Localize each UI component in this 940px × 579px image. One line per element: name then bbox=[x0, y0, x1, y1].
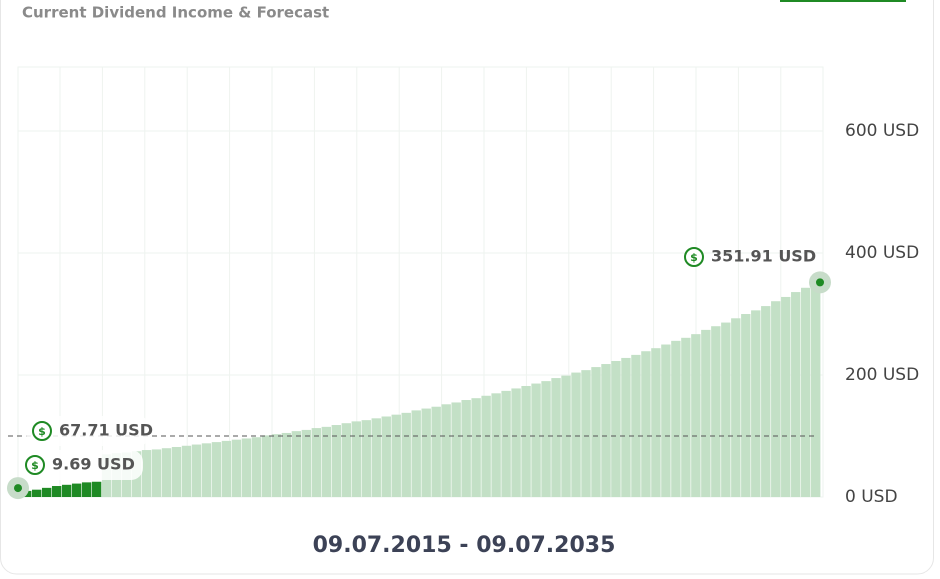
annotation-label: 351.91 USD bbox=[711, 247, 816, 266]
y-tick-label: 0 USD bbox=[845, 487, 898, 507]
bar bbox=[481, 395, 491, 497]
bar bbox=[191, 444, 202, 497]
bar bbox=[521, 385, 531, 497]
end-marker bbox=[816, 278, 824, 287]
bar bbox=[301, 429, 312, 497]
annotation-box bbox=[19, 450, 143, 480]
y-tick-label: 600 USD bbox=[845, 121, 919, 141]
dollar-sign: $ bbox=[690, 251, 698, 264]
bar bbox=[431, 406, 441, 497]
start-marker bbox=[14, 484, 22, 493]
dollar-icon bbox=[25, 455, 45, 475]
bar bbox=[571, 372, 581, 497]
bar bbox=[661, 344, 671, 497]
annotation-box bbox=[26, 416, 150, 446]
y-tick-label: 200 USD bbox=[845, 365, 919, 385]
bar bbox=[281, 432, 292, 497]
bar bbox=[251, 437, 262, 497]
bar bbox=[511, 388, 521, 497]
bar bbox=[141, 450, 152, 497]
bar bbox=[591, 367, 601, 497]
bar bbox=[721, 322, 731, 497]
bar bbox=[501, 390, 511, 497]
bar bbox=[271, 434, 282, 497]
bar bbox=[61, 484, 72, 497]
bar bbox=[341, 423, 351, 497]
bar bbox=[171, 446, 182, 497]
bar bbox=[691, 334, 701, 497]
chart-title: Current Dividend Income & Forecast bbox=[22, 4, 329, 22]
annotation-label: 9.69 USD bbox=[52, 455, 135, 474]
bar bbox=[531, 383, 541, 497]
bar bbox=[321, 426, 332, 497]
bar bbox=[461, 400, 471, 497]
bar bbox=[221, 440, 232, 497]
bar bbox=[441, 404, 451, 497]
bar bbox=[31, 489, 42, 497]
bar bbox=[631, 354, 641, 497]
bar bbox=[91, 481, 102, 497]
bar bbox=[161, 448, 172, 497]
bar bbox=[681, 337, 691, 497]
bar bbox=[741, 314, 751, 497]
bar bbox=[621, 357, 631, 497]
bar bbox=[181, 445, 192, 497]
bar bbox=[701, 329, 711, 497]
bar bbox=[671, 340, 681, 497]
bar bbox=[331, 425, 341, 497]
bar bbox=[491, 393, 501, 497]
bar bbox=[811, 282, 821, 497]
bar bbox=[611, 360, 621, 497]
bar bbox=[351, 421, 361, 497]
bar bbox=[291, 431, 302, 497]
bar bbox=[401, 412, 411, 497]
bar bbox=[781, 296, 791, 497]
dollar-icon bbox=[684, 247, 704, 267]
bar bbox=[261, 435, 272, 497]
dollar-sign: $ bbox=[31, 459, 39, 472]
bar bbox=[311, 428, 322, 497]
bar bbox=[361, 420, 371, 497]
bar bbox=[241, 438, 252, 497]
y-tick-label: 400 USD bbox=[845, 243, 919, 263]
bar bbox=[791, 292, 801, 497]
bar bbox=[601, 364, 611, 497]
bar bbox=[471, 398, 481, 497]
bar bbox=[651, 348, 661, 497]
x-axis-label: 09.07.2015 - 09.07.2035 bbox=[313, 533, 616, 558]
bar bbox=[541, 381, 551, 497]
bar bbox=[551, 378, 561, 497]
bar bbox=[641, 351, 651, 497]
bar bbox=[421, 408, 431, 497]
dollar-icon bbox=[32, 421, 52, 441]
bar bbox=[711, 326, 721, 497]
bar bbox=[391, 414, 401, 497]
bar bbox=[381, 416, 391, 497]
bar bbox=[411, 410, 421, 497]
bar bbox=[581, 370, 591, 497]
bar bbox=[771, 301, 781, 497]
bar bbox=[81, 482, 92, 497]
bar bbox=[371, 418, 381, 497]
bar bbox=[801, 287, 811, 497]
bar bbox=[451, 402, 461, 497]
bar bbox=[201, 443, 212, 497]
bar bbox=[731, 318, 741, 497]
bar bbox=[151, 449, 162, 497]
bar bbox=[761, 306, 771, 497]
bar bbox=[71, 483, 82, 497]
dollar-sign: $ bbox=[38, 425, 46, 438]
bar bbox=[51, 486, 62, 497]
bar bbox=[211, 442, 222, 497]
bar bbox=[231, 439, 242, 497]
bar bbox=[751, 310, 761, 497]
bar bbox=[41, 487, 52, 497]
annotation-label: 67.71 USD bbox=[59, 421, 153, 440]
